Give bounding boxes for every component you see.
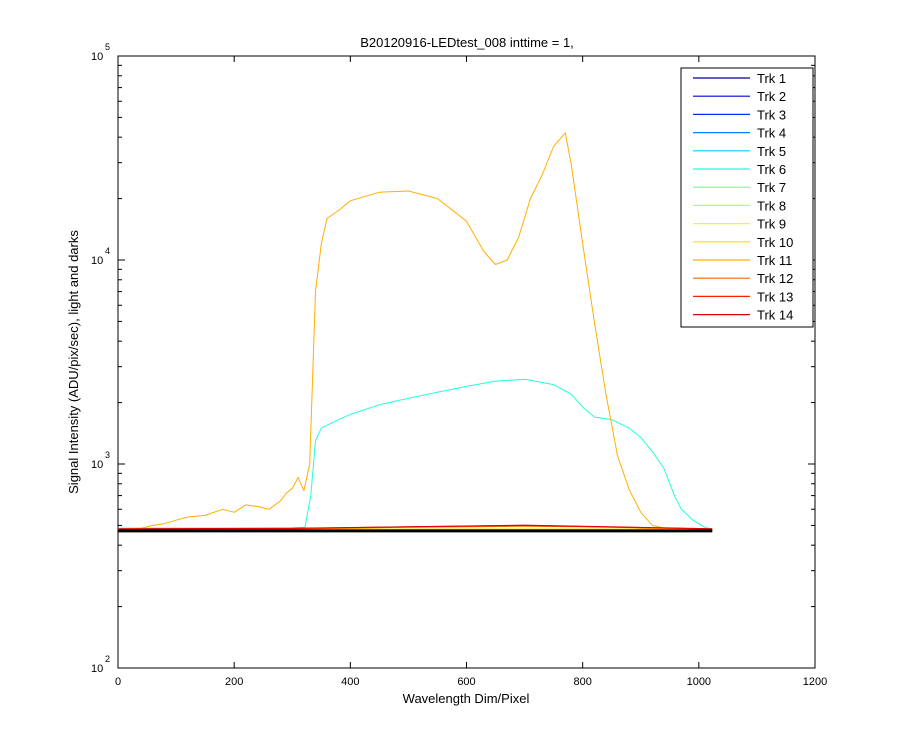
legend-label: Trk 14: [757, 308, 793, 323]
x-tick-label: 400: [341, 676, 359, 688]
legend-label: Trk 4: [757, 126, 786, 141]
y-tick-label-exponent: 4: [105, 246, 110, 256]
legend-label: Trk 6: [757, 162, 786, 177]
x-tick-label: 1000: [687, 676, 711, 688]
y-tick-label-exponent: 2: [105, 654, 110, 664]
y-axis-label: Signal Intensity (ADU/pix/sec), light an…: [66, 230, 81, 494]
x-tick-label: 800: [573, 676, 591, 688]
x-tick-label: 600: [457, 676, 475, 688]
y-tick-label-exponent: 5: [105, 42, 110, 52]
legend-label: Trk 1: [757, 71, 786, 86]
y-tick-label-base: 10: [91, 459, 103, 471]
legend-label: Trk 7: [757, 180, 786, 195]
legend-box: [680, 67, 814, 328]
chart-title: B20120916-LEDtest_008 inttime = 1,: [360, 35, 574, 50]
y-tick-label-base: 10: [91, 51, 103, 63]
x-tick-label: 0: [115, 676, 121, 688]
legend-label: Trk 10: [757, 235, 793, 250]
series-line: [117, 378, 713, 530]
x-axis-label: Wavelength Dim/Pixel: [403, 691, 530, 706]
legend-label: Trk 3: [757, 107, 786, 122]
x-tick-label: 1200: [803, 676, 827, 688]
series-layer: [117, 132, 713, 533]
y-tick-label-base: 10: [91, 255, 103, 267]
legend-label: Trk 9: [757, 217, 786, 232]
legend: Trk 1 Trk 2 Trk 3 Trk 4 Trk 5 Trk 6 Trk 7 Trk 8…: [680, 67, 814, 328]
x-tick-label: 200: [225, 676, 243, 688]
legend-label: Trk 5: [757, 144, 786, 159]
y-tick-label-base: 10: [91, 663, 103, 675]
y-tick-label-exponent: 3: [105, 450, 110, 460]
series-line: [117, 132, 713, 530]
legend-label: Trk 11: [757, 253, 792, 268]
legend-label: Trk 13: [757, 289, 793, 304]
legend-label: Trk 12: [757, 271, 793, 286]
legend-label: Trk 2: [757, 89, 786, 104]
legend-label: Trk 8: [757, 198, 786, 213]
series-line: [117, 524, 713, 530]
